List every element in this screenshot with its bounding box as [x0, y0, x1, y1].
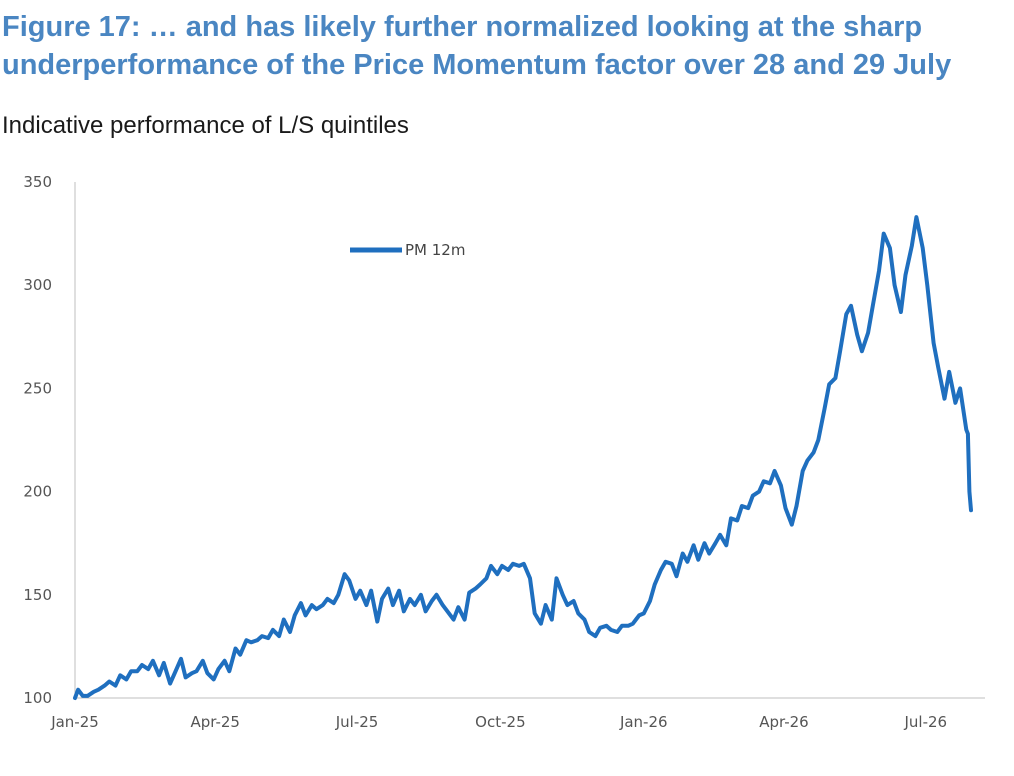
line-chart: 100 150 200 250 300 350 Jan-25 Apr-25 Jul-25 Oct… [23, 173, 985, 731]
y-tick-label: 250 [23, 379, 52, 397]
chart-axes [74, 182, 985, 699]
y-axis-ticks: 100 150 200 250 300 350 [23, 173, 52, 707]
y-tick-label: 200 [23, 483, 52, 501]
x-axis-ticks: Jan-25 Apr-25 Jul-25 Oct-25 Jan-26 Apr-26 Jul-… [50, 713, 947, 731]
x-tick-label: Jul-25 [335, 713, 379, 731]
legend: PM 12m [350, 241, 465, 259]
y-tick-label: 300 [23, 276, 52, 294]
x-tick-label: Oct-25 [475, 713, 525, 731]
figure-subtitle: Indicative performance of L/S quintiles [2, 112, 409, 139]
legend-label: PM 12m [405, 241, 465, 259]
y-tick-label: 150 [23, 586, 52, 604]
figure-title: Figure 17: … and has likely further norm… [2, 11, 952, 81]
x-tick-label: Jul-26 [903, 713, 947, 731]
x-tick-label: Apr-26 [759, 713, 809, 731]
x-tick-label: Jan-25 [50, 713, 99, 731]
series-line-pm-12m [73, 215, 973, 700]
x-tick-label: Apr-25 [190, 713, 240, 731]
x-tick-label: Jan-26 [619, 713, 668, 731]
series-group [73, 215, 973, 700]
y-tick-label: 100 [23, 689, 52, 707]
y-tick-label: 350 [23, 173, 52, 191]
